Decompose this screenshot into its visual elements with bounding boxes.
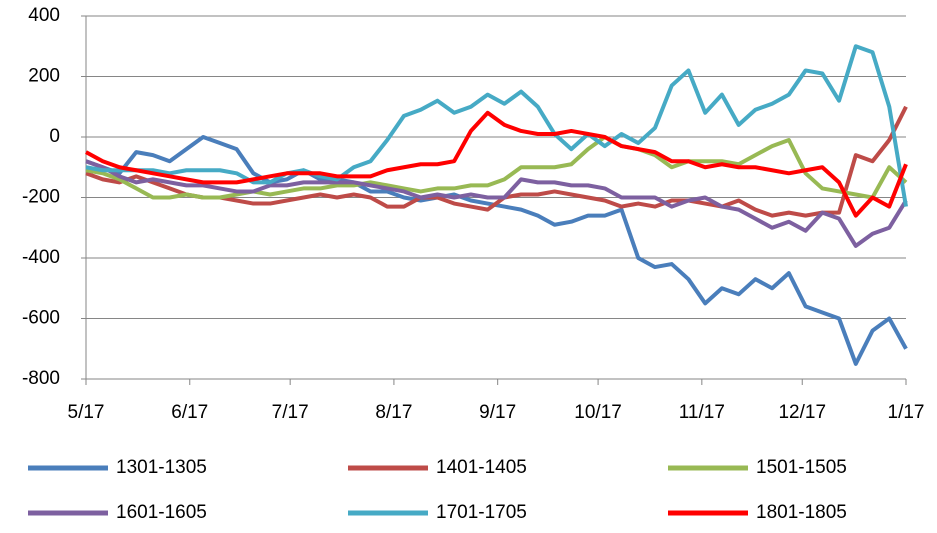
x-tick-label: 7/17 xyxy=(272,402,309,423)
legend-label: 1401-1405 xyxy=(436,457,527,478)
y-tick-label: 200 xyxy=(28,66,60,87)
x-tick-label: 1/17 xyxy=(888,402,925,423)
y-tick-label: -200 xyxy=(22,187,60,208)
legend-label: 1301-1305 xyxy=(116,457,207,478)
x-tick-label: 12/17 xyxy=(778,402,826,423)
legend-label: 1701-1705 xyxy=(436,502,527,523)
y-tick-label: 0 xyxy=(49,126,60,147)
series-line xyxy=(85,44,908,207)
y-tick-label: -400 xyxy=(22,247,60,268)
x-tick-label: 5/17 xyxy=(68,402,105,423)
legend-label: 1601-1605 xyxy=(116,502,207,523)
y-tick-label: -600 xyxy=(22,308,60,329)
x-tick-label: 6/17 xyxy=(171,402,208,423)
x-tick-label: 10/17 xyxy=(574,402,622,423)
y-tick-label: -800 xyxy=(22,368,60,389)
x-tick-label: 9/17 xyxy=(479,402,516,423)
legend-label: 1801-1805 xyxy=(756,502,847,523)
series-line xyxy=(85,135,908,200)
x-tick-label: 11/17 xyxy=(679,402,725,423)
series-line xyxy=(85,159,908,248)
y-tick-label: 400 xyxy=(28,5,60,26)
x-tick-label: 8/17 xyxy=(375,402,412,423)
legend-label: 1501-1505 xyxy=(756,457,847,478)
series-line xyxy=(85,110,908,218)
